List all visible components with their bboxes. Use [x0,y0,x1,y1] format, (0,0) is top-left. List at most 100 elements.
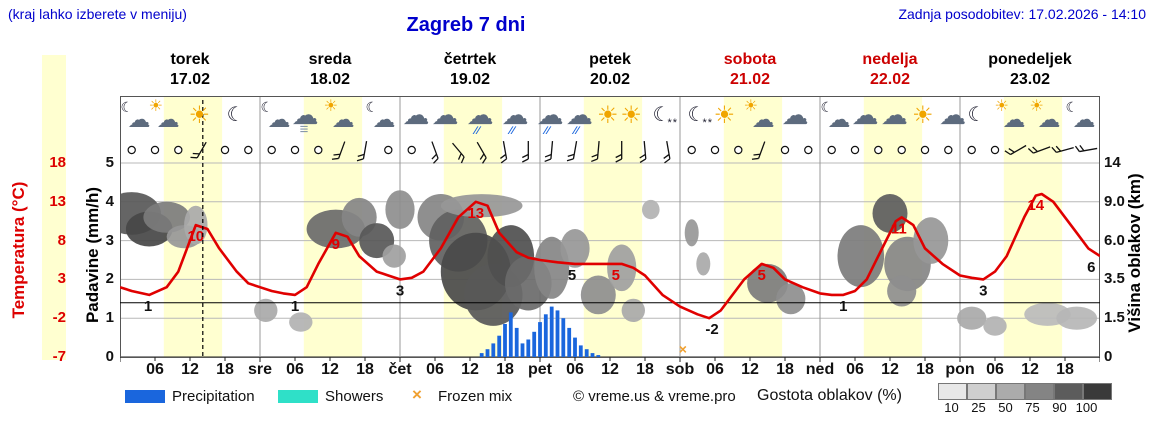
weather-icon-sun-cloud: ☀ ☁ [1029,98,1061,132]
wind-barb-icon [566,141,578,162]
hour-tick-label: 18 [916,361,934,378]
hour-tick-label: 12 [741,361,759,378]
weather-icon-moon-cloud: ☾ ☁ [120,99,151,132]
precipitation-bars [479,306,601,357]
day-header: ponedeljek 23.02 [960,50,1100,90]
weather-icon-moon: ☾ [226,104,245,126]
wind-barb-icon [1074,145,1098,153]
cloud-height-tick-value: 1.5 [1104,309,1125,327]
wind-calm-icon [290,145,300,155]
cloud-height-tick-value: 0 [1104,348,1113,365]
cloud-height-tick-value: 3.5 [1104,270,1125,288]
day-date: 23.02 [1009,71,1051,88]
weather-icon-sun-cloud: ☀ ☁ [994,98,1026,132]
wind-calm-icon [827,145,836,155]
hour-tick-label: 18 [1056,361,1074,378]
weather-icon-rain: ☁ ∕∕ [565,100,593,137]
precip-tick-value: 4 [105,192,114,210]
weather-icon-rain: ☁ ∕∕ [466,100,494,137]
weather-icon-moon-cloud: ☾ ☁ [365,99,396,132]
density-step [1054,383,1083,400]
day-abbrev-label: čet [388,361,412,378]
frozen-mix-marker: × [679,341,687,357]
wind-barb-icon [544,140,554,163]
wind-calm-icon [710,145,720,155]
cloud-height-tick-value: 14 [1104,154,1121,171]
wind-barb-icon [1027,146,1051,154]
hour-tick-label: 06 [286,361,304,378]
cloud-cover-layer [120,190,1098,336]
temp-tick-value: 18 [49,154,66,171]
day-date: 18.02 [309,71,351,88]
copyright-link[interactable]: © vreme.us & vreme.pro [573,388,736,405]
weather-icon-sun: ☀ [713,102,736,129]
density-tick-label: 50 [998,400,1013,415]
cloud-density-tick-labels: 10 25 50 75 90 100 [938,400,1100,415]
weather-icon-rain: ☁ ∕∕ [501,100,529,137]
temperature-value-label: 11 [891,220,907,237]
weather-icon-sun: ☀ [620,102,642,129]
day-name: ponedeljek [988,51,1072,68]
hour-tick-label: 06 [846,361,864,378]
wind-barb-icon [331,141,346,160]
wind-barb-icon [190,141,207,159]
temp-tick-value: 3 [57,270,66,288]
density-tick-label: 75 [1025,400,1040,415]
last-update-text: Zadnja posodobitev: 17.02.2026 - 14:10 [898,6,1146,22]
temp-tick-value: 8 [57,231,66,249]
hour-tick-label: 12 [881,361,899,378]
weather-icon-rain: ☁ ∕∕ [536,100,564,137]
wind-calm-icon [244,145,253,155]
cloud-height-tick-value: 6.0 [1104,231,1125,249]
weather-icon-cloud: ☁ [880,100,908,130]
temperature-axis-label: Temperatura (°C) [9,181,28,319]
wind-calm-icon [897,145,906,155]
wind-calm-icon [734,145,743,155]
page-title: Zagreb 7 dni [406,14,526,36]
location-menu-hint: (kraj lahko izberete v meniju) [8,6,187,22]
hour-tick-label: 18 [356,361,374,378]
hour-tick-label: 18 [216,361,234,378]
temperature-value-label: 14 [1027,197,1044,214]
temp-tick-value: -7 [52,348,66,365]
day-header: sobota 21.02 [680,50,820,90]
hour-tick-label: 06 [146,361,164,378]
weather-icon-cloud: ☁ [431,100,459,130]
wind-barb-icon [522,141,529,163]
wind-calm-icon [944,145,953,155]
day-abbrev-label: sob [665,361,695,378]
density-step [938,383,967,400]
wind-barb-icon [751,141,766,160]
wind-barb-icon [639,140,647,164]
wind-calm-icon [780,145,790,155]
day-header: sreda 18.02 [260,50,400,90]
weather-icon-cloud: ☁ [781,100,809,130]
weather-icon-cloud: ☁ [851,100,879,130]
wind-barb-icon [591,140,600,163]
day-date: 19.02 [449,71,491,88]
day-date: 20.02 [589,71,631,88]
temperature-value-label: 5 [612,267,620,284]
weather-icon-fog: ☁ ≡ [291,100,319,138]
weather-icon-moon-cloud: ☾ ☁ [1065,99,1096,132]
hour-tick-label: 06 [426,361,444,378]
density-step [967,383,996,400]
temperature-value-label: 5 [758,267,766,284]
weather-icon-cloud: ☁ [939,100,967,130]
wind-calm-icon [220,145,230,155]
wind-calm-icon [850,145,860,155]
wind-calm-icon [314,145,323,155]
day-name: torek [170,51,210,68]
wind-barb-icon [615,141,623,163]
wind-symbols-row [127,140,1098,164]
hour-tick-label: 06 [706,361,724,378]
weather-icon-sun-cloud: ☀ ☁ [323,98,355,132]
temperature-value-label: 6 [1087,259,1095,276]
cloud-height-tick-value: 9.0 [1104,192,1125,210]
day-abbrev-label: sre [247,361,273,378]
cloud-density-legend-label: Gostota oblakov (%) [757,387,902,404]
wind-barb-icon [500,141,508,164]
day-name: sobota [723,51,777,68]
cloud-density-gradient [938,383,1112,400]
